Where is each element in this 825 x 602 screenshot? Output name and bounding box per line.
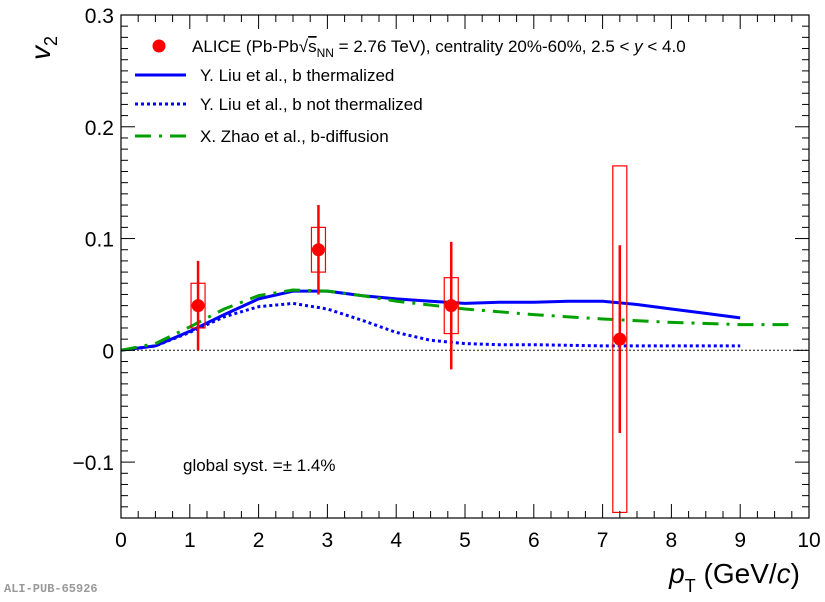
- y-axis-label: v2: [25, 36, 61, 60]
- x-tick-label: 9: [734, 529, 746, 552]
- x-axis-label-unit-var: c: [777, 558, 791, 589]
- x-axis-label-main: p: [668, 558, 685, 589]
- axis-ticks: 0 1 2 3 4 5 6 7 8 9 10 −0.1 0 0.1 0.2 0.3: [73, 5, 821, 552]
- y-axis-label-sub: 2: [41, 36, 61, 46]
- legend-data-part1: ALICE (Pb-Pb: [192, 37, 299, 56]
- y-tick-label: 0.2: [85, 117, 114, 140]
- x-tick-label: 7: [597, 529, 609, 552]
- data-point-marker: [191, 299, 205, 313]
- x-tick-label: 4: [390, 529, 402, 552]
- legend: ALICE (Pb-Pb√sNN = 2.76 TeV), centrality…: [135, 37, 686, 146]
- x-tick-label: 5: [459, 529, 471, 552]
- x-tick-label: 10: [797, 529, 820, 552]
- curve-liu_th: [120, 289, 741, 352]
- y-tick-label: 0.1: [85, 229, 114, 252]
- plot-frame: [120, 14, 810, 519]
- x-axis-label: pT (GeV/c): [668, 558, 800, 596]
- y-tick-label: 0: [102, 340, 114, 363]
- x-tick-label: 1: [184, 529, 196, 552]
- x-axis-label-unit-close: ): [791, 558, 800, 589]
- curve-zhao: [120, 288, 789, 352]
- legend-data-nn: NN: [317, 46, 334, 60]
- y-tick-label: 0.3: [85, 5, 114, 28]
- legend-label-zhao: X. Zhao et al., b-diffusion: [200, 127, 389, 146]
- legend-label-data: ALICE (Pb-Pb√sNN = 2.76 TeV), centrality…: [192, 37, 686, 60]
- legend-data-s: s: [308, 37, 317, 56]
- x-tick-label: 3: [322, 529, 334, 552]
- y-axis-label-main: v: [25, 44, 56, 60]
- model-curves: [120, 288, 789, 352]
- data-point-marker: [613, 332, 627, 346]
- legend-data-part2: = 2.76 TeV), centrality 20%-60%, 2.5 <: [334, 37, 634, 56]
- x-tick-label: 8: [666, 529, 678, 552]
- x-axis-label-unit: (GeV/: [696, 558, 777, 589]
- y-tick-label: −0.1: [73, 452, 114, 475]
- x-axis-label-sub: T: [685, 576, 696, 596]
- publication-tag: ALI-PUB-65926: [4, 582, 98, 596]
- x-tick-label: 6: [528, 529, 540, 552]
- legend-label-liu-thermalized: Y. Liu et al., b thermalized: [200, 66, 394, 85]
- x-tick-label: 0: [115, 529, 127, 552]
- data-point-marker: [444, 299, 458, 313]
- data-point-marker: [311, 243, 325, 257]
- legend-data-y: y: [633, 37, 644, 56]
- curve-liu_nth: [120, 301, 741, 352]
- legend-data-sqrt: √: [299, 37, 309, 56]
- x-tick-label: 2: [253, 529, 265, 552]
- legend-marker-data: [152, 39, 166, 53]
- global-syst-annotation: global syst. =± 1.4%: [183, 456, 336, 475]
- legend-label-liu-not-thermalized: Y. Liu et al., b not thermalized: [200, 95, 423, 114]
- legend-data-part3: < 4.0: [643, 37, 686, 56]
